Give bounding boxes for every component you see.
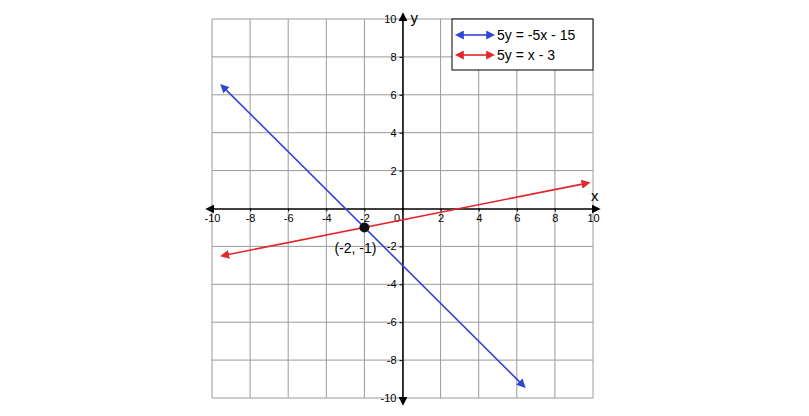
y-tick-mark [400,133,403,134]
annotation-label: (-2, -1) [334,240,376,256]
y-tick-label: -8 [387,354,397,366]
x-tick-mark [517,209,518,212]
x-tick-label: 10 [587,212,599,224]
y-tick: -4 [387,278,403,290]
grid [212,19,593,398]
x-tick: -6 [284,209,294,225]
x-tick: 2 [438,209,444,225]
x-tick-mark [250,209,251,212]
y-tick-mark [400,398,403,399]
x-tick: -4 [322,209,332,225]
y-tick-label: -6 [387,316,397,328]
x-tick: 10 [587,209,599,225]
y-tick-label: -10 [381,392,397,404]
y-axis: -10 -8 -6 -4 -2 2 4 6 8 10 [381,13,403,404]
x-tick-mark [441,209,442,212]
y-tick-mark [400,19,403,20]
y-tick-label: 8 [390,51,396,63]
x-tick-label: -6 [284,212,294,224]
y-tick: -6 [387,316,403,328]
y-tick-label: 6 [390,89,396,101]
legend-label: 5y = x - 3 [497,47,555,63]
y-tick-mark [400,95,403,96]
y-tick-label: 10 [384,13,396,25]
x-tick: -2 [360,209,370,225]
x-tick-label: -10 [205,212,221,224]
x-tick-label: -4 [322,212,332,224]
x-tick-mark [555,209,556,212]
y-tick-mark [400,284,403,285]
plot-area [225,89,583,383]
x-tick-mark [212,209,213,212]
y-tick: -10 [381,392,403,404]
y-axis-line [402,20,404,399]
x-tick-mark [364,209,365,212]
x-tick-mark [479,209,480,212]
x-tick: -10 [205,209,221,225]
x-tick: 4 [476,209,482,225]
y-tick-mark [400,246,403,247]
y-tick-mark [400,57,403,58]
x-tick-label: 4 [476,212,482,224]
x-tick-mark [288,209,289,212]
y-tick: 8 [390,51,402,63]
x-axis-title: x [591,187,599,204]
x-tick: 8 [552,209,558,225]
legend-swatch [462,54,488,56]
x-tick-label: 0 [394,212,400,224]
y-tick: -8 [387,354,403,366]
y-tick: 4 [390,127,402,139]
x-tick-mark [593,209,594,212]
y-tick: -2 [387,240,403,252]
legend: 5y = -5x - 15 5y = x - 3 [452,19,593,70]
grid-line-x [212,19,213,398]
x-tick: -8 [246,209,256,225]
x-axis: -10 -8 -6 -4 -2 0 2 4 6 8 10 [205,209,600,225]
legend-swatch [462,34,488,36]
x-tick: 6 [514,209,520,225]
y-tick: 2 [390,165,402,177]
legend-label: 5y = -5x - 15 [497,27,575,43]
y-tick: 10 [384,13,402,25]
series-line [225,89,520,383]
y-axis-title: y [411,9,419,26]
x-tick-label: 2 [438,212,444,224]
annotation-point [359,222,369,232]
x-tick-label: 8 [552,212,558,224]
x-tick-label: 6 [514,212,520,224]
chart: -10 -8 -6 -4 -2 0 2 4 6 8 10 -10 -8 -6 -4 -2 2 4 6 8 10 x y (-2… [0,0,809,416]
x-tick-label: -8 [246,212,256,224]
y-tick-label: 4 [390,127,396,139]
y-tick-mark [400,171,403,172]
y-tick-mark [400,322,403,323]
y-tick-label: 2 [390,165,396,177]
legend-box [452,19,593,70]
series-line [227,184,583,255]
x-tick-mark [326,209,327,212]
y-tick-mark [400,360,403,361]
y-tick: 6 [390,89,402,101]
y-tick-label: -4 [387,278,397,290]
